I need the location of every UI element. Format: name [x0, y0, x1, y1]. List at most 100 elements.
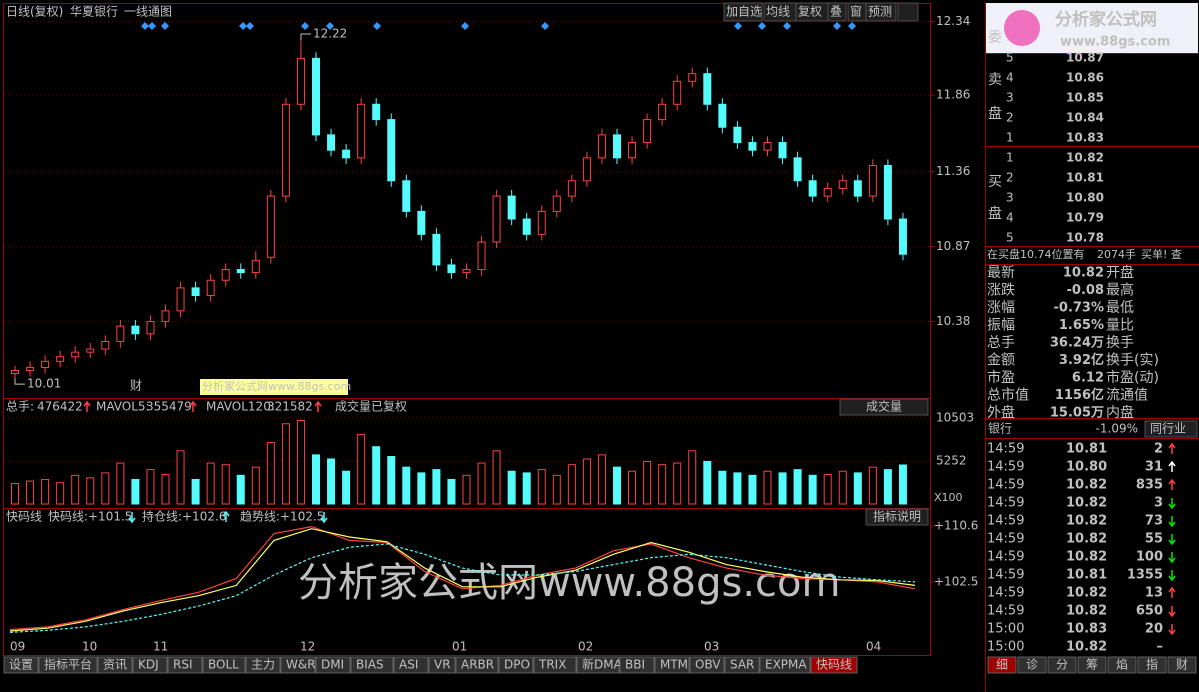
tick-time: 15:00 [987, 640, 1024, 655]
candle-body [778, 142, 787, 159]
tab[interactable] [654, 656, 690, 674]
book-side-label: 盘 [988, 105, 1002, 122]
tab[interactable] [350, 656, 394, 674]
menu-button[interactable] [897, 2, 919, 22]
volume-label: 总手: [6, 400, 34, 414]
side-tab[interactable] [1047, 656, 1077, 674]
tab[interactable] [315, 656, 351, 674]
quote-label: 振幅 [987, 318, 1015, 334]
tick-volume: 1355 [1127, 568, 1163, 583]
arrow-icon [222, 510, 230, 522]
candle-body [447, 264, 456, 274]
indicator-line [9, 525, 916, 631]
volume-bar [206, 462, 215, 505]
volume-bar [86, 477, 95, 505]
help-button[interactable] [865, 508, 929, 526]
tab[interactable] [724, 656, 760, 674]
tab[interactable] [202, 656, 246, 674]
tab[interactable] [498, 656, 534, 674]
candle-body [417, 210, 426, 235]
quote-label: 金额 [987, 353, 1015, 369]
volume-bar [296, 419, 305, 505]
tab[interactable] [619, 656, 655, 674]
ma120-value: 321582 [267, 400, 313, 414]
tick-volume: 13 [1145, 586, 1163, 601]
tab-label: TRIX [538, 658, 566, 672]
quote-label: 开盘 [1106, 264, 1134, 281]
candle-body [387, 119, 396, 182]
tick-price: 10.83 [1066, 622, 1107, 637]
tab[interactable] [428, 656, 456, 674]
button[interactable] [723, 2, 763, 22]
tab[interactable] [132, 656, 168, 674]
quote-label: 换手 [1106, 334, 1134, 351]
volume-bar [718, 470, 727, 505]
tab-label: 资讯 [103, 658, 127, 672]
dropdown[interactable] [839, 398, 929, 416]
book-side-label: 盘 [988, 205, 1002, 222]
side-tab[interactable] [1137, 656, 1167, 674]
tab[interactable] [533, 656, 577, 674]
y-tick-label: 10.87 [936, 239, 970, 253]
side-tab[interactable] [1167, 656, 1197, 674]
candle-body [582, 157, 591, 182]
button[interactable] [865, 2, 897, 22]
volume-bar [793, 469, 802, 505]
side-tab[interactable] [1107, 656, 1137, 674]
book-price: 10.84 [1066, 111, 1104, 125]
side-tab[interactable] [987, 656, 1017, 674]
candle-body [748, 142, 757, 151]
book-level: 2 [1006, 171, 1014, 185]
tab[interactable] [576, 656, 620, 674]
candle-body [41, 360, 50, 368]
candle-body [131, 325, 140, 335]
tick-time: 15:00 [987, 622, 1024, 637]
side-tab-label: 焰 [1116, 657, 1128, 672]
candle-body [312, 57, 320, 136]
tab[interactable] [810, 656, 858, 674]
x-tick-label: 10 [82, 640, 97, 654]
candle-body [492, 195, 501, 243]
tab[interactable] [3, 656, 39, 674]
side-tab[interactable] [1017, 656, 1047, 674]
tab[interactable] [38, 656, 98, 674]
candle-body [146, 321, 155, 335]
tab-label: 设置 [9, 658, 33, 672]
tab[interactable] [759, 656, 811, 674]
book-price: 10.80 [1066, 191, 1104, 205]
candle-body [327, 134, 336, 151]
book-price: 10.82 [1066, 151, 1104, 165]
book-price: 10.86 [1066, 71, 1104, 85]
tab-label: ASI [399, 658, 418, 672]
tab[interactable] [393, 656, 429, 674]
stock-name: 华夏银行 [70, 5, 118, 19]
candle-body [613, 134, 621, 159]
tab[interactable] [245, 656, 281, 674]
button[interactable] [827, 2, 847, 22]
tab-label: 主力 [251, 658, 275, 672]
arrow-icon [1168, 552, 1176, 564]
frames [3, 3, 1199, 692]
side-tab[interactable] [1077, 656, 1107, 674]
tab[interactable] [455, 656, 499, 674]
volume-bar [883, 469, 892, 505]
candle-body [11, 370, 19, 375]
tab[interactable] [97, 656, 133, 674]
industry-button[interactable] [1144, 420, 1198, 438]
tab[interactable] [167, 656, 203, 674]
tab[interactable] [280, 656, 316, 674]
quote-label: 最新 [987, 265, 1015, 281]
side-tab-label: 细 [996, 658, 1008, 672]
candle-body [597, 134, 606, 159]
tick-time: 14:59 [987, 514, 1024, 529]
tick-volume: 73 [1145, 514, 1163, 529]
arrow-icon [1168, 478, 1176, 490]
tab[interactable] [689, 656, 725, 674]
candle-body [733, 126, 742, 144]
arrow-icon [314, 400, 322, 412]
tick-price: 10.81 [1066, 442, 1107, 457]
candle-body [101, 340, 110, 350]
book-price: 10.83 [1066, 131, 1104, 145]
